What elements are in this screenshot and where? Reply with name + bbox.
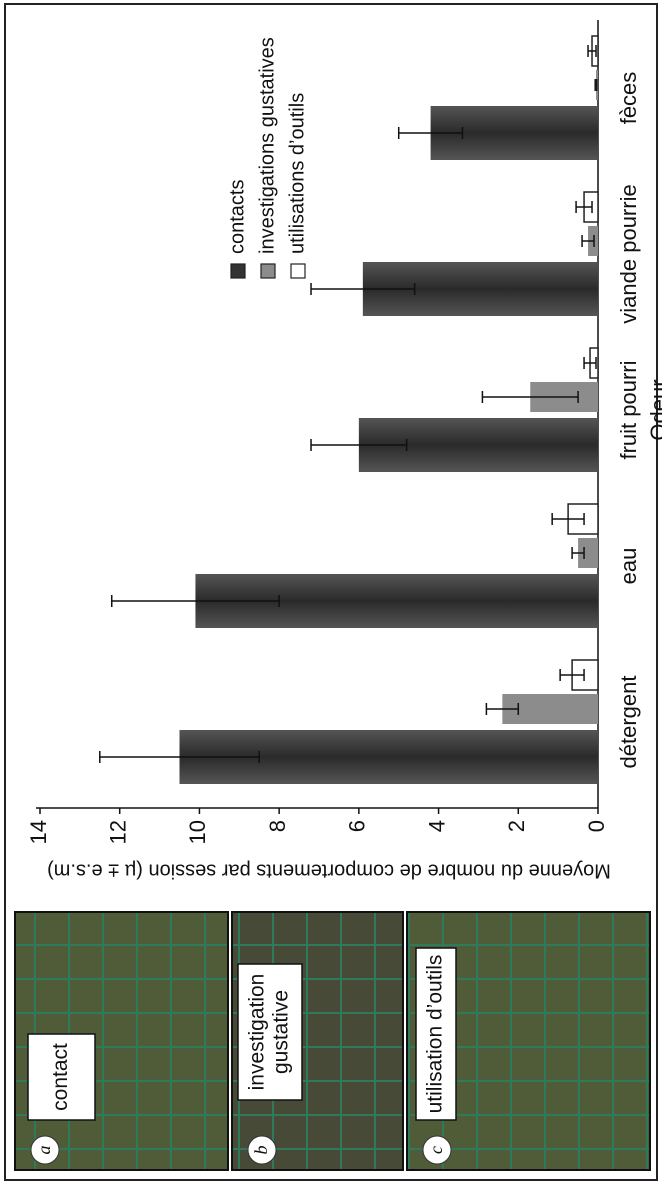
x-tick-label: détergent	[616, 676, 641, 769]
error-bar	[397, 127, 464, 139]
panel-label: utilisation d’outils	[424, 955, 447, 1114]
y-tick-label: 14	[26, 820, 51, 844]
error-bar	[594, 79, 598, 91]
error-bar	[485, 703, 520, 715]
legend-swatch	[290, 263, 306, 279]
x-tick-label: fruit pourri	[616, 360, 641, 459]
legend-swatch	[260, 263, 276, 279]
panel-label-box	[27, 1033, 96, 1121]
error-bar	[481, 391, 579, 403]
legend-swatch	[230, 263, 246, 279]
x-axis-title: Odeur	[646, 379, 662, 440]
frame	[4, 3, 658, 1181]
photo-fence	[407, 912, 650, 1170]
panel-label-box	[415, 947, 457, 1121]
y-axis-title: Moyenne du nombre de comportements par s…	[47, 860, 611, 882]
error-bar	[587, 45, 597, 57]
panel-letter: c	[426, 1146, 446, 1154]
y-tick-label: 12	[106, 820, 131, 844]
y-tick-label: 0	[584, 820, 609, 832]
x-tick-label: fèces	[616, 72, 641, 125]
y-tick-label: 6	[345, 820, 370, 832]
panel-label: contact	[49, 1043, 72, 1111]
error-bar	[571, 547, 585, 559]
error-bar	[583, 357, 597, 369]
error-bar	[559, 669, 585, 681]
rotated-figure: a contact b investigation gustative c utilisat…	[4, 3, 662, 1181]
legend-label: investigations gustatives	[256, 37, 278, 254]
y-tick-label: 2	[504, 820, 529, 832]
panel-letter: a	[34, 1146, 54, 1155]
panel-label: gustative	[270, 990, 293, 1074]
panel-letter-circle	[30, 1135, 60, 1165]
bar	[430, 106, 598, 160]
x-tick-label: eau	[616, 548, 641, 585]
photo-border	[14, 911, 229, 1171]
panel-label-box	[237, 963, 303, 1101]
bar	[502, 694, 599, 724]
legend-label: utilisations d’outils	[286, 93, 308, 254]
bar	[195, 574, 598, 628]
panel-label: investigation	[246, 974, 269, 1091]
error-bar	[575, 201, 593, 213]
bar	[578, 538, 598, 568]
y-tick-label: 4	[424, 820, 449, 832]
y-tick-label: 8	[265, 820, 290, 832]
panel-letter-circle	[247, 1135, 277, 1165]
legend-label: contacts	[226, 180, 248, 254]
panel-letter: b	[251, 1146, 271, 1155]
panel-letter-circle	[422, 1135, 452, 1165]
photo-border	[406, 911, 651, 1171]
photo-border	[231, 911, 404, 1171]
bar	[362, 262, 599, 316]
error-bar	[99, 751, 260, 763]
bar	[179, 730, 598, 784]
error-bar	[581, 235, 595, 247]
error-bar	[551, 513, 585, 525]
y-tick-label: 10	[185, 820, 210, 844]
error-bar	[310, 439, 408, 451]
error-bar	[310, 283, 416, 295]
bar	[358, 418, 598, 472]
x-tick-label: viande pourrie	[616, 184, 641, 323]
error-bar	[110, 595, 280, 607]
